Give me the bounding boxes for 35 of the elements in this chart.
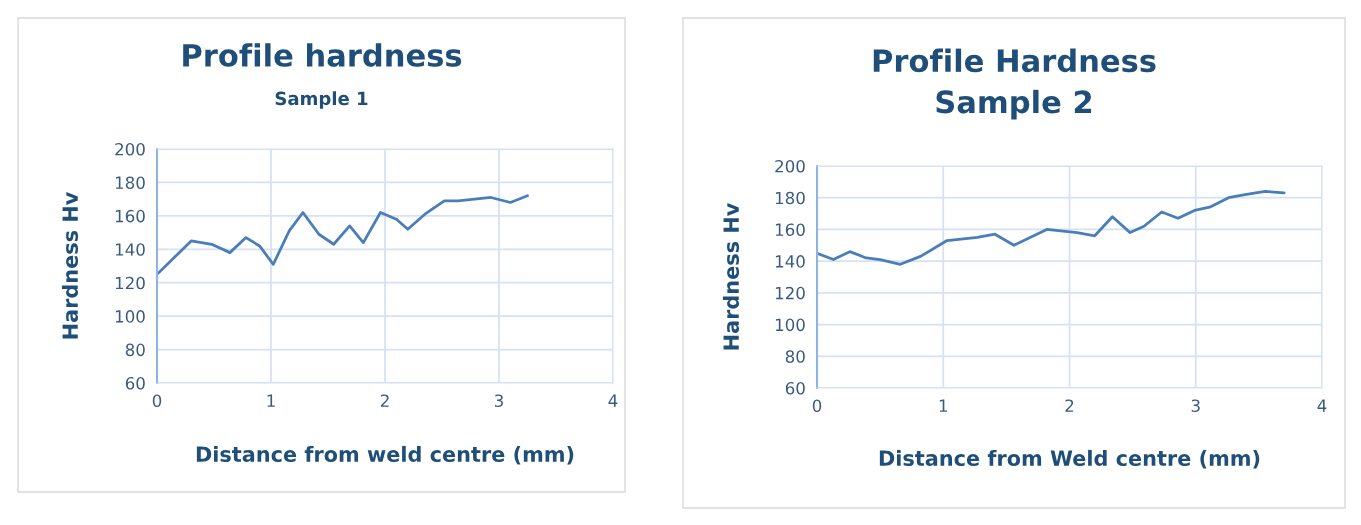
y-tick-label: 200 bbox=[115, 142, 145, 156]
x-tick-label: 2 bbox=[1065, 399, 1074, 412]
y-tick-label: 180 bbox=[775, 191, 805, 205]
line-series bbox=[817, 189, 1286, 266]
y-tick-label: 140 bbox=[775, 255, 805, 268]
chart-subtitle: Sample 1 bbox=[275, 91, 368, 109]
y-tick-label: 60 bbox=[785, 381, 805, 395]
chart-title: Profile Hardness Sample 2 bbox=[873, 48, 1156, 120]
x-tick-label: 1 bbox=[267, 394, 275, 407]
y-tick-label: 60 bbox=[125, 376, 145, 390]
y-tick-label: 80 bbox=[785, 350, 805, 363]
y-tick-label: 100 bbox=[775, 318, 805, 332]
y-tick-label: 100 bbox=[115, 310, 145, 323]
y-tick-label: 160 bbox=[775, 223, 805, 236]
x-tick-label: 0 bbox=[152, 394, 162, 408]
y-tick-label: 120 bbox=[115, 276, 145, 290]
y-tick-label: 160 bbox=[115, 209, 145, 223]
y-tick-label: 120 bbox=[775, 286, 805, 300]
x-axis-title: Distance from Weld centre (mm) bbox=[879, 449, 1260, 469]
y-axis-title: Hardness Hv bbox=[722, 202, 740, 350]
x-tick-label: 1 bbox=[939, 399, 948, 412]
line-series bbox=[157, 194, 529, 276]
x-tick-label: 4 bbox=[1317, 399, 1327, 412]
x-tick-label: 4 bbox=[608, 394, 618, 407]
chart-title: Profile hardness bbox=[183, 43, 462, 67]
x-tick-label: 0 bbox=[812, 399, 822, 413]
x-tick-label: 3 bbox=[494, 394, 503, 408]
x-axis-title: Distance from weld centre (mm) bbox=[196, 445, 574, 465]
y-axis-title: Hardness Hv bbox=[61, 191, 79, 339]
x-tick-label: 2 bbox=[380, 394, 389, 407]
y-tick-label: 80 bbox=[125, 343, 145, 357]
y-tick-label: 200 bbox=[775, 159, 805, 173]
x-tick-label: 3 bbox=[1191, 399, 1200, 413]
y-tick-label: 180 bbox=[115, 176, 145, 189]
y-tick-label: 140 bbox=[115, 243, 145, 256]
